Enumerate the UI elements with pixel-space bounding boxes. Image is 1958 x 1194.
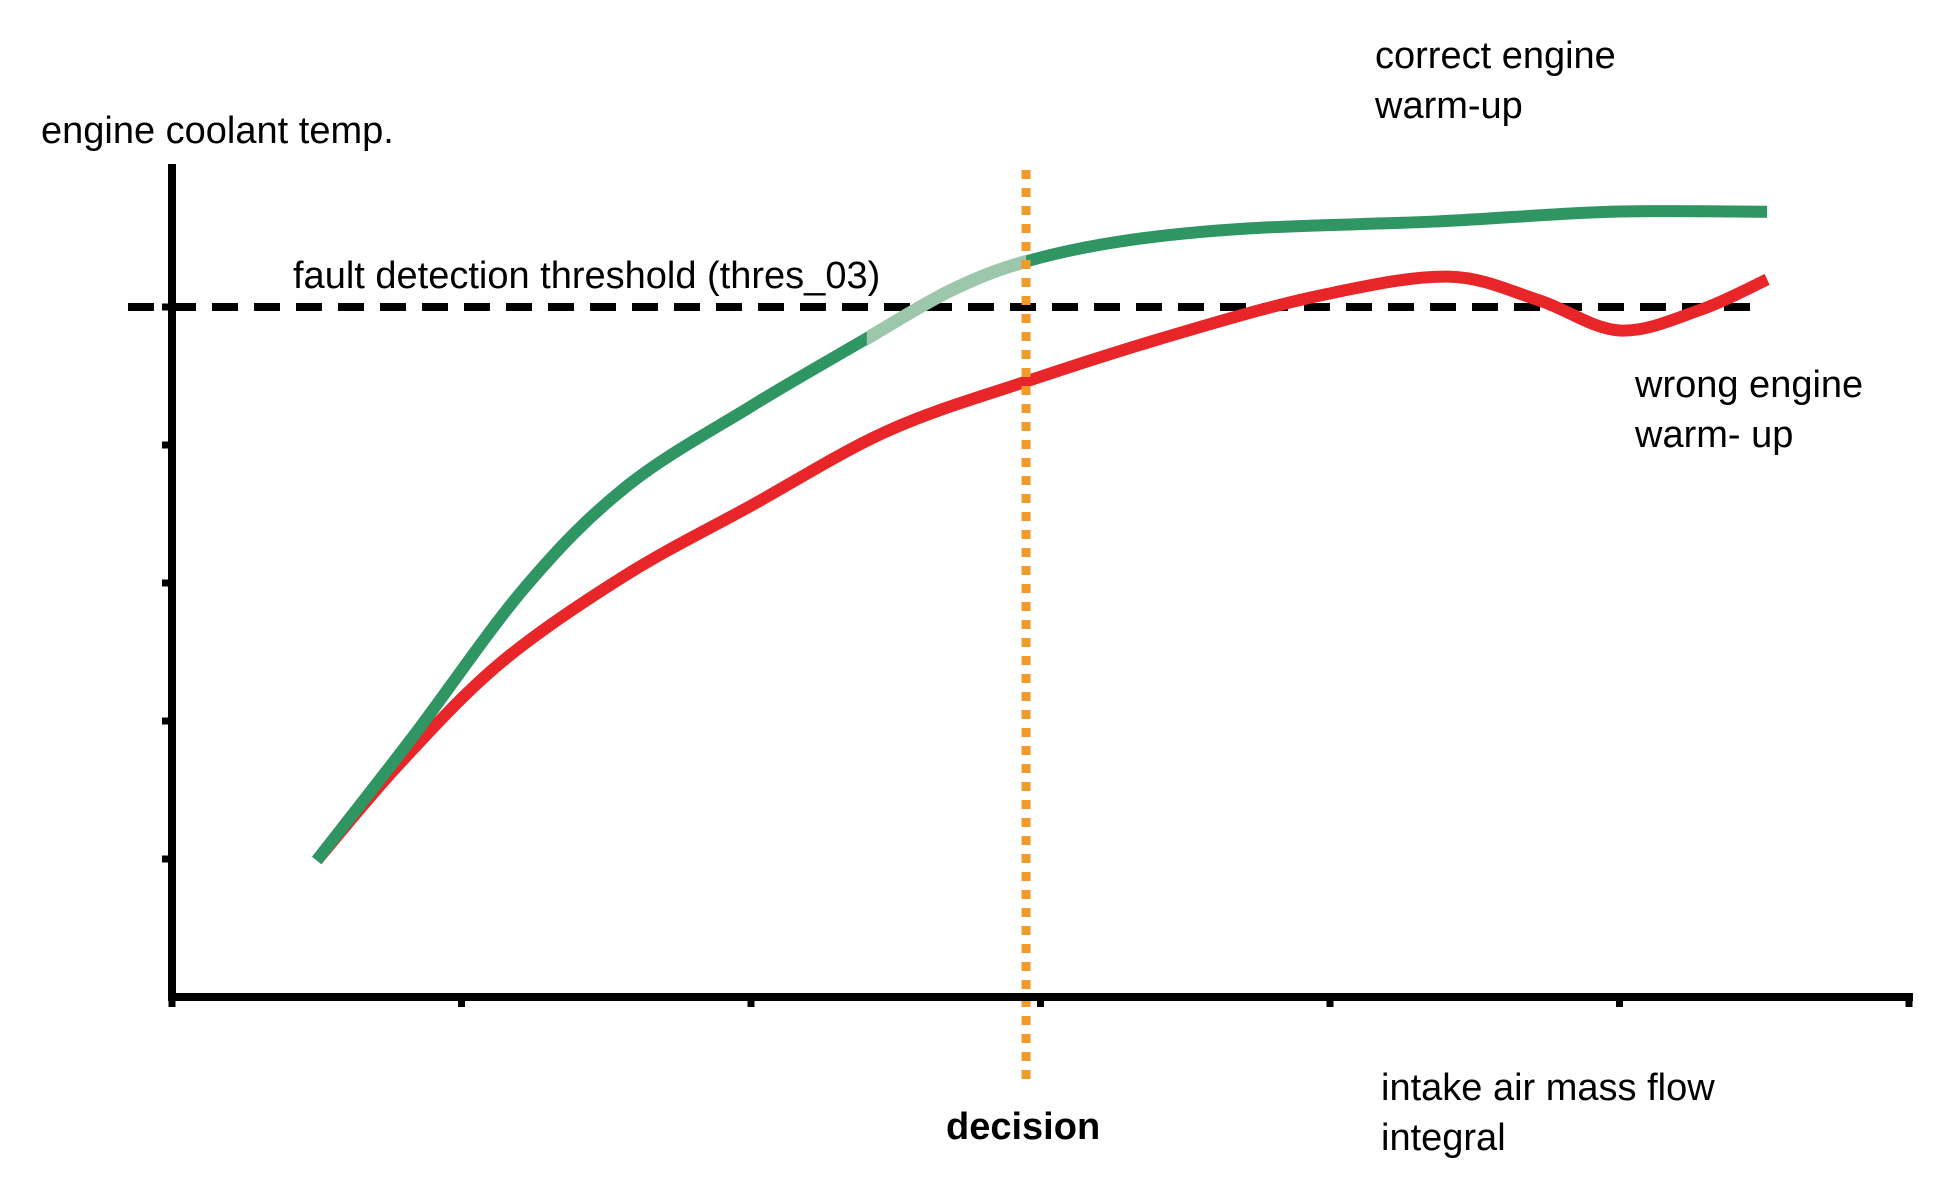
series-line-correct-highlight [866,254,1027,346]
x-axis-label-line2: integral [1381,1117,1506,1159]
series-label-correct-line2: warm-up [1375,85,1523,127]
series-group [312,205,1770,865]
series-line-wrong [312,270,1770,865]
series-label-wrong-line2: warm- up [1635,414,1794,456]
x-axis-label-line1: intake air mass flow [1381,1067,1715,1109]
x-axis-label: intake air mass flow integral [1381,1063,1715,1163]
decision-label: decision [946,1106,1101,1148]
series-label-correct: correct engine warm-up [1375,31,1616,131]
y-axis-label: engine coolant temp. [41,110,394,152]
series-label-wrong: wrong engine warm- up [1635,360,1863,460]
series-label-correct-line1: correct engine [1375,35,1616,77]
threshold-label: fault detection threshold (thres_03) [293,255,881,297]
series-label-wrong-line1: wrong engine [1635,364,1864,406]
